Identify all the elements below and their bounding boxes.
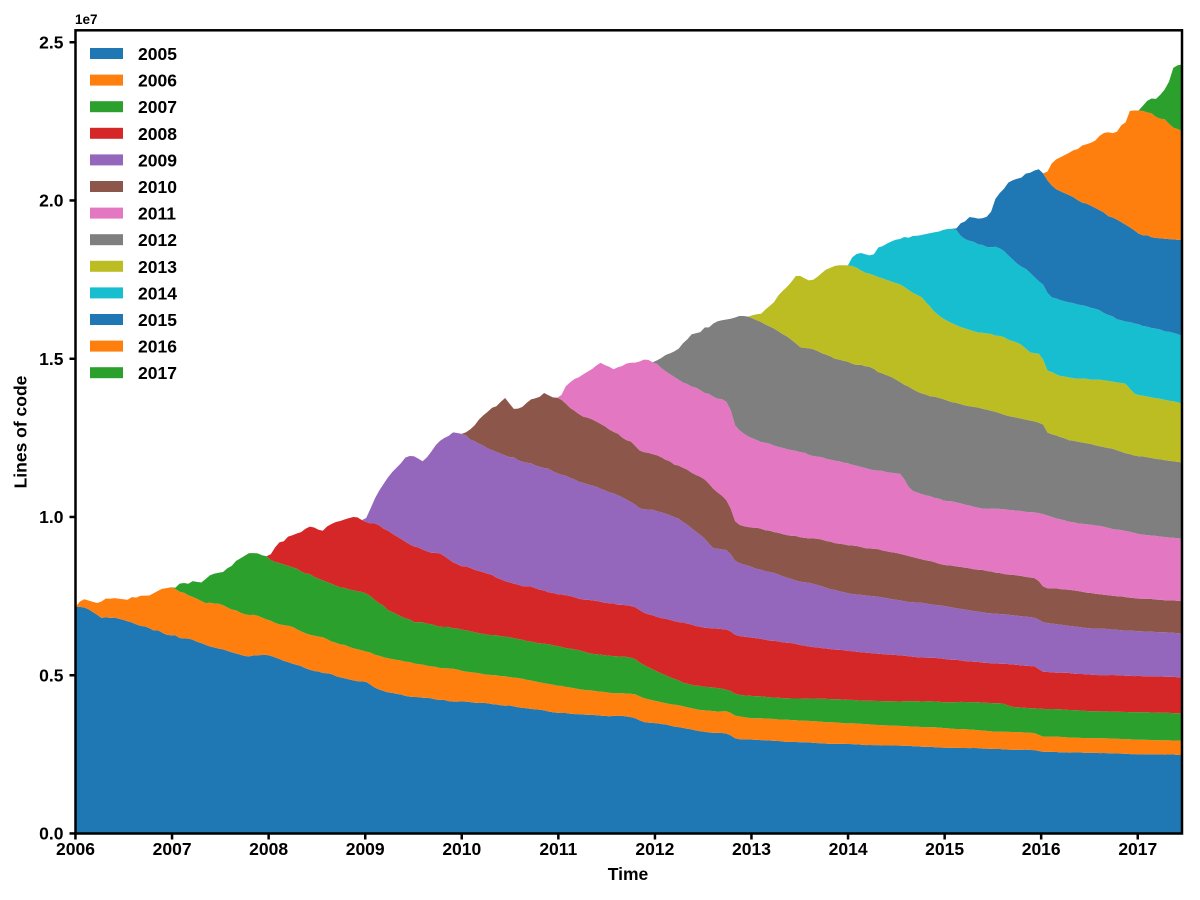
svg-text:2012: 2012	[138, 230, 177, 250]
svg-text:2008: 2008	[249, 839, 288, 859]
svg-text:1e7: 1e7	[75, 12, 98, 27]
svg-text:2006: 2006	[56, 839, 95, 859]
svg-text:Lines of code: Lines of code	[11, 375, 31, 488]
svg-text:2013: 2013	[138, 257, 177, 277]
svg-text:1.5: 1.5	[39, 349, 64, 369]
svg-text:2012: 2012	[635, 839, 674, 859]
svg-text:2007: 2007	[138, 97, 177, 117]
svg-text:2010: 2010	[138, 177, 177, 197]
svg-text:Time: Time	[608, 864, 649, 884]
svg-text:2017: 2017	[1118, 839, 1157, 859]
svg-text:2009: 2009	[138, 150, 177, 170]
svg-text:1.0: 1.0	[39, 507, 64, 527]
svg-text:2007: 2007	[153, 839, 192, 859]
svg-text:2015: 2015	[925, 839, 964, 859]
svg-text:0.0: 0.0	[39, 824, 64, 844]
svg-text:2015: 2015	[138, 310, 177, 330]
svg-text:2.0: 2.0	[39, 191, 64, 211]
svg-text:2005: 2005	[138, 44, 177, 64]
svg-text:2014: 2014	[138, 283, 177, 303]
svg-text:2014: 2014	[829, 839, 868, 859]
svg-text:2011: 2011	[138, 204, 176, 224]
svg-text:0.5: 0.5	[39, 665, 64, 685]
svg-text:2010: 2010	[442, 839, 481, 859]
svg-text:2011: 2011	[539, 839, 577, 859]
svg-text:2016: 2016	[1022, 839, 1061, 859]
svg-text:2017: 2017	[138, 363, 177, 383]
svg-text:2008: 2008	[138, 124, 177, 144]
svg-text:2.5: 2.5	[39, 32, 64, 52]
svg-text:2006: 2006	[138, 71, 177, 91]
svg-text:2016: 2016	[138, 337, 177, 357]
svg-text:2013: 2013	[732, 839, 771, 859]
svg-text:2009: 2009	[346, 839, 385, 859]
